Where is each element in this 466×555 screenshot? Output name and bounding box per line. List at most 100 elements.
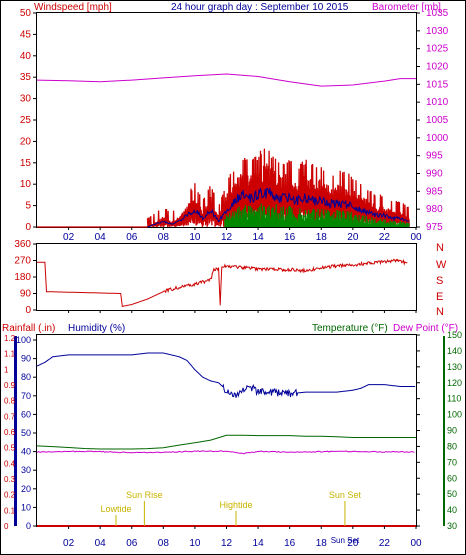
- event-label: Sun Set: [329, 490, 362, 500]
- baro-axis-tick-label: 990: [426, 169, 443, 180]
- rainfall-axis-tick-label: 0.9: [4, 381, 16, 390]
- baro-axis-tick-label: 980: [426, 204, 443, 215]
- wind-axis-tick-label: 30: [20, 94, 32, 105]
- baro-axis-tick-label: 1015: [426, 79, 449, 90]
- temperature-axis-tick-label: 40: [447, 505, 457, 515]
- humidity-axis-tick-label: 50: [21, 428, 31, 438]
- humidity-axis-tick-label: 60: [21, 409, 31, 419]
- humidity-axis-tick-label: 40: [21, 447, 31, 457]
- temperature-axis-tick-label: 50: [447, 489, 457, 499]
- x-tick-label: 12: [221, 232, 233, 243]
- wind-axis-tick-label: 0: [25, 222, 31, 233]
- temperature-axis-tick-label: 80: [447, 441, 457, 451]
- baro-axis-tick-label: 975: [426, 222, 443, 233]
- baro-axis-tick-label: 1010: [426, 97, 449, 108]
- temperature-axis-tick-label: 120: [447, 378, 462, 388]
- temperature-axis-tick-label: 130: [447, 362, 462, 372]
- direction-axis-tick-label: 270: [14, 256, 31, 267]
- humidity-axis-tick-label: 0: [26, 521, 31, 531]
- humidity-axis-title: Humidity (%): [68, 323, 125, 334]
- wind-axis-tick-label: 35: [20, 72, 32, 83]
- x-tick-label: 20: [347, 538, 359, 549]
- rainfall-axis-tick-label: 0.8: [4, 397, 16, 406]
- windspeed-average-line: [147, 187, 409, 228]
- wind-axis-tick-label: 20: [20, 136, 32, 147]
- rainfall-axis-title: Rainfall (.in): [2, 323, 55, 334]
- barometer-axis-title: Barometer [mb]: [372, 2, 441, 13]
- direction-axis-tick-label: 360: [14, 239, 31, 250]
- sunset-axis-label: Sun Set: [331, 536, 360, 545]
- windspeed-axis-title: Windspeed [mph]: [34, 2, 112, 13]
- dew-point-line: [36, 450, 415, 455]
- chart-marks: 0510152025303540455097598098599099510001…: [4, 8, 462, 549]
- baro-axis-tick-label: 1005: [426, 115, 449, 126]
- temperature-axis-title: Temperature (°F): [312, 323, 388, 334]
- x-tick-label: 00: [410, 232, 422, 243]
- rainfall-axis-tick-label: 1.2: [4, 334, 16, 343]
- wind-axis-tick-label: 25: [20, 115, 32, 126]
- x-tick-label: 06: [126, 538, 138, 549]
- rainfall-axis-tick-label: 0.1: [4, 506, 16, 515]
- wind-axis-tick-label: 15: [20, 158, 32, 169]
- x-tick-label: 16: [284, 232, 296, 243]
- direction-axis-tick-label: 90: [20, 289, 32, 300]
- x-tick-label: 20: [347, 232, 359, 243]
- temperature-axis-tick-label: 150: [447, 330, 462, 340]
- x-tick-label: 22: [379, 538, 391, 549]
- wind-axis-tick-label: 40: [20, 51, 32, 62]
- direction-label-n-bottom: N: [436, 306, 444, 318]
- rainfall-axis-tick-label: 0.2: [4, 491, 16, 500]
- direction-label-n-top: N: [436, 242, 444, 254]
- x-tick-label: 02: [63, 232, 75, 243]
- x-tick-label: 14: [253, 232, 265, 243]
- graph-title: 24 hour graph day : September 10 2015: [171, 2, 349, 13]
- baro-axis-tick-label: 1035: [426, 8, 449, 19]
- baro-axis-tick-label: 1000: [426, 133, 449, 144]
- rainfall-axis-tick-label: 0.7: [4, 412, 16, 421]
- temperature-axis-bar: [443, 336, 445, 526]
- humidity-line: [36, 352, 416, 398]
- x-tick-label: 04: [95, 538, 107, 549]
- temperature-axis-tick-label: 140: [447, 346, 462, 356]
- direction-label-s: S: [436, 275, 443, 287]
- rainfall-axis-tick-label: 1.1: [4, 350, 16, 359]
- humidity-axis-tick-label: 10: [21, 502, 31, 512]
- temperature-axis-tick-label: 70: [447, 457, 457, 467]
- x-tick-label: 08: [158, 232, 170, 243]
- x-tick-label: 08: [158, 538, 170, 549]
- wind-axis-tick-label: 10: [20, 179, 32, 190]
- rainfall-axis-tick-label: 0.4: [4, 459, 16, 468]
- rainfall-axis-tick-label: 0.5: [4, 444, 16, 453]
- wind-axis-tick-label: 45: [20, 29, 32, 40]
- x-tick-label: 12: [221, 538, 233, 549]
- humidity-axis-tick-label: 80: [21, 372, 31, 382]
- temperature-axis-tick-label: 60: [447, 473, 457, 483]
- baro-axis-tick-label: 1020: [426, 62, 449, 73]
- x-tick-label: 06: [126, 232, 138, 243]
- event-label: Hightide: [219, 500, 252, 510]
- temperature-axis-tick-label: 30: [447, 521, 457, 531]
- barometer-line: [36, 73, 416, 87]
- temperature-axis-tick-label: 90: [447, 426, 457, 436]
- humidity-axis-tick-label: 90: [21, 354, 31, 364]
- x-tick-label: 14: [253, 538, 265, 549]
- dew-point-axis-title: Dew Point (°F): [393, 323, 458, 334]
- direction-label-e: E: [436, 291, 443, 303]
- humidity-axis-tick-label: 100: [16, 335, 31, 345]
- event-label: Sun Rise: [126, 490, 163, 500]
- direction-label-w: W: [436, 259, 447, 271]
- rainfall-axis-tick-label: 0.3: [4, 475, 16, 484]
- x-tick-label: 10: [189, 538, 201, 549]
- rainfall-axis-tick-label: 0.6: [4, 428, 16, 437]
- x-tick-label: 10: [189, 232, 201, 243]
- x-tick-label: 04: [95, 232, 107, 243]
- wind-direction-line: [37, 258, 408, 307]
- x-tick-label: 16: [284, 538, 296, 549]
- x-tick-label: 00: [410, 538, 422, 549]
- x-tick-label: 18: [316, 538, 328, 549]
- baro-axis-tick-label: 1025: [426, 44, 449, 55]
- x-tick-label: 22: [379, 232, 391, 243]
- direction-axis-tick-label: 180: [14, 272, 31, 283]
